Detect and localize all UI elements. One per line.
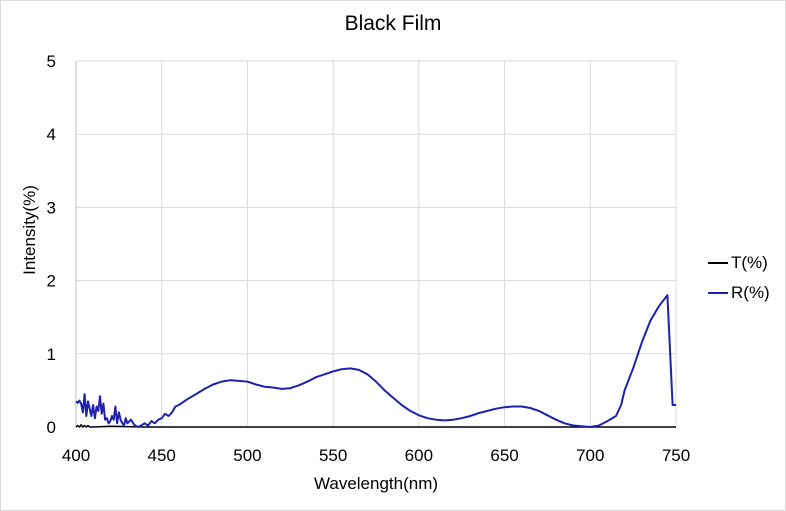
grid-lines	[76, 60, 677, 427]
x-tick-label: 550	[319, 446, 347, 465]
y-tick-label: 5	[47, 52, 56, 71]
y-tick-label: 0	[47, 418, 56, 437]
legend-label-r: R(%)	[731, 283, 770, 302]
x-tick-label: 750	[662, 446, 690, 465]
x-tick-label: 700	[576, 446, 604, 465]
y-tick-label: 1	[47, 345, 56, 364]
series-lines	[75, 294, 676, 428]
legend-item-r: R(%)	[708, 278, 770, 308]
x-tick-label: 450	[148, 446, 176, 465]
legend: T(%) R(%)	[708, 248, 770, 308]
y-tick-label: 3	[47, 198, 56, 217]
axes	[75, 61, 676, 428]
x-tick-label: 400	[62, 446, 90, 465]
y-tick-label: 4	[47, 125, 56, 144]
series-line-t	[75, 424, 676, 428]
y-tick-label: 2	[47, 272, 56, 291]
x-tick-label: 600	[405, 446, 433, 465]
y-axis-title: Intensity(%)	[20, 185, 39, 275]
legend-swatch-r	[708, 292, 728, 294]
chart-title: Black Film	[344, 12, 442, 35]
legend-swatch-t	[708, 262, 728, 264]
series-line-r	[75, 294, 676, 428]
legend-item-t: T(%)	[708, 248, 770, 278]
x-tick-label: 650	[490, 446, 518, 465]
x-axis-title: Wavelength(nm)	[313, 474, 439, 493]
legend-label-t: T(%)	[731, 253, 768, 272]
x-tick-label: 500	[233, 446, 261, 465]
tick-labels: 400 450 500 550 600 650 700 750 0 1 2 3 4 5	[47, 52, 691, 465]
